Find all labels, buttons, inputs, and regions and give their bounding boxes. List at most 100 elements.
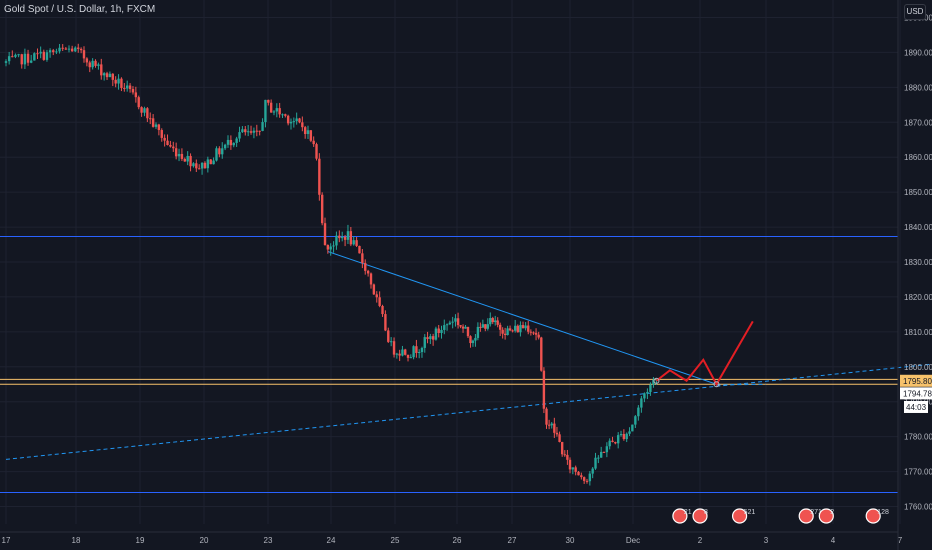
x-tick-label: 17 bbox=[2, 536, 11, 545]
event-marker[interactable]: 2 bbox=[818, 508, 834, 524]
candle-body bbox=[616, 435, 620, 444]
anchor-point[interactable] bbox=[713, 381, 720, 388]
candle-body bbox=[542, 370, 546, 409]
candle-body bbox=[479, 326, 482, 328]
candle-body bbox=[146, 108, 149, 119]
event-flag-icon[interactable] bbox=[672, 508, 688, 524]
candle-body bbox=[198, 168, 201, 170]
y-tick-label: 1760.00 bbox=[904, 503, 932, 512]
candle-body bbox=[42, 51, 45, 60]
candle-body bbox=[264, 99, 267, 123]
candle-body bbox=[74, 47, 77, 52]
candle-body bbox=[79, 48, 83, 51]
projection-path[interactable] bbox=[655, 320, 754, 387]
event-marker[interactable]: 21 bbox=[672, 508, 692, 524]
candle-body bbox=[566, 454, 569, 460]
candle-body bbox=[143, 108, 146, 113]
candle-body bbox=[241, 129, 244, 133]
candle-body bbox=[547, 424, 551, 426]
candle-body bbox=[292, 121, 296, 123]
candle-body bbox=[426, 337, 429, 340]
anchor-point[interactable] bbox=[653, 377, 660, 384]
y-tick-label: 1810.00 bbox=[904, 328, 932, 337]
candle-body bbox=[481, 324, 485, 328]
event-marker[interactable]: 271 bbox=[798, 508, 822, 524]
candle-body bbox=[238, 132, 241, 139]
candle-body bbox=[434, 328, 438, 340]
y-tick-label: 1880.00 bbox=[904, 83, 932, 92]
candle-body bbox=[527, 325, 530, 332]
candle-body bbox=[649, 384, 652, 392]
currency-button[interactable]: USD bbox=[904, 4, 926, 20]
candle-body bbox=[218, 148, 221, 155]
candle-body bbox=[343, 236, 347, 240]
candle-body bbox=[64, 48, 68, 50]
event-count: 8 bbox=[704, 509, 708, 516]
candle-body bbox=[540, 337, 543, 371]
candle-body bbox=[212, 160, 215, 165]
event-marker[interactable]: 8 bbox=[692, 508, 708, 524]
candle-body bbox=[511, 330, 514, 332]
projection[interactable] bbox=[653, 320, 754, 388]
event-count: 128 bbox=[877, 509, 889, 516]
candle-body bbox=[215, 148, 218, 161]
candle-body bbox=[519, 325, 522, 333]
candle-body bbox=[318, 158, 321, 195]
candle-body bbox=[643, 393, 646, 399]
candle-body bbox=[11, 56, 14, 58]
candle-body bbox=[269, 102, 273, 113]
candle-body bbox=[553, 423, 556, 433]
x-tick-label: 19 bbox=[136, 536, 145, 545]
candle-body bbox=[166, 140, 169, 146]
x-tick-label: 24 bbox=[327, 536, 336, 545]
x-tick-label: 3 bbox=[764, 536, 769, 545]
trendline[interactable] bbox=[5, 363, 932, 460]
candle-body bbox=[459, 325, 462, 327]
event-count: 21 bbox=[684, 509, 692, 516]
trendlines[interactable] bbox=[5, 251, 932, 460]
candle-body bbox=[301, 122, 304, 128]
y-tick-label: 1890.00 bbox=[904, 48, 932, 57]
y-tick-label: 1850.00 bbox=[904, 188, 932, 197]
candle-body bbox=[45, 52, 49, 60]
x-tick-label: 2 bbox=[698, 536, 703, 545]
candle-body bbox=[375, 294, 378, 298]
candle-body bbox=[420, 347, 424, 353]
candle-body bbox=[140, 107, 143, 113]
event-marker[interactable]: 128 bbox=[865, 508, 889, 524]
candle-body bbox=[70, 48, 74, 52]
candle-body bbox=[320, 194, 324, 224]
event-flag-icon[interactable] bbox=[818, 508, 834, 524]
event-flag-icon[interactable] bbox=[865, 508, 881, 524]
events[interactable]: 21 8 521 271 2 128 bbox=[672, 508, 889, 524]
candle-body bbox=[315, 144, 318, 159]
candle-body bbox=[537, 334, 540, 338]
trendline[interactable] bbox=[716, 383, 767, 386]
candle-body bbox=[563, 454, 566, 456]
candle-body bbox=[200, 162, 204, 169]
candle-body bbox=[443, 325, 446, 330]
candle-body bbox=[20, 54, 23, 65]
horizontal-levels[interactable] bbox=[0, 235, 898, 494]
candle-body bbox=[252, 130, 256, 133]
candle-body bbox=[261, 122, 264, 131]
candle-body bbox=[469, 336, 472, 344]
candle-body bbox=[174, 148, 178, 157]
candle-body bbox=[206, 159, 210, 169]
candle-body bbox=[349, 231, 353, 245]
event-flag-icon[interactable] bbox=[798, 508, 814, 524]
event-flag-icon[interactable] bbox=[692, 508, 708, 524]
candle-body bbox=[395, 353, 399, 355]
event-marker[interactable]: 521 bbox=[731, 508, 756, 524]
candle-body bbox=[186, 155, 189, 162]
trendline[interactable] bbox=[327, 251, 717, 385]
candle-body bbox=[335, 235, 338, 246]
candle-body bbox=[474, 337, 477, 341]
candle-body bbox=[355, 240, 358, 246]
candle-body bbox=[440, 329, 443, 334]
candle-body bbox=[7, 56, 11, 62]
candle-body bbox=[652, 379, 655, 385]
event-flag-icon[interactable] bbox=[731, 508, 748, 524]
